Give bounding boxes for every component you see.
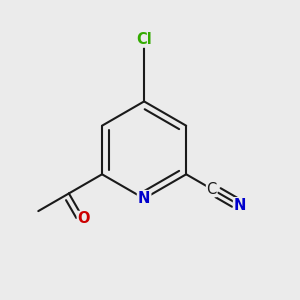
Text: C: C: [207, 182, 217, 196]
Text: N: N: [233, 198, 246, 213]
Text: N: N: [138, 191, 150, 206]
Text: O: O: [77, 212, 90, 226]
Text: Cl: Cl: [136, 32, 152, 47]
